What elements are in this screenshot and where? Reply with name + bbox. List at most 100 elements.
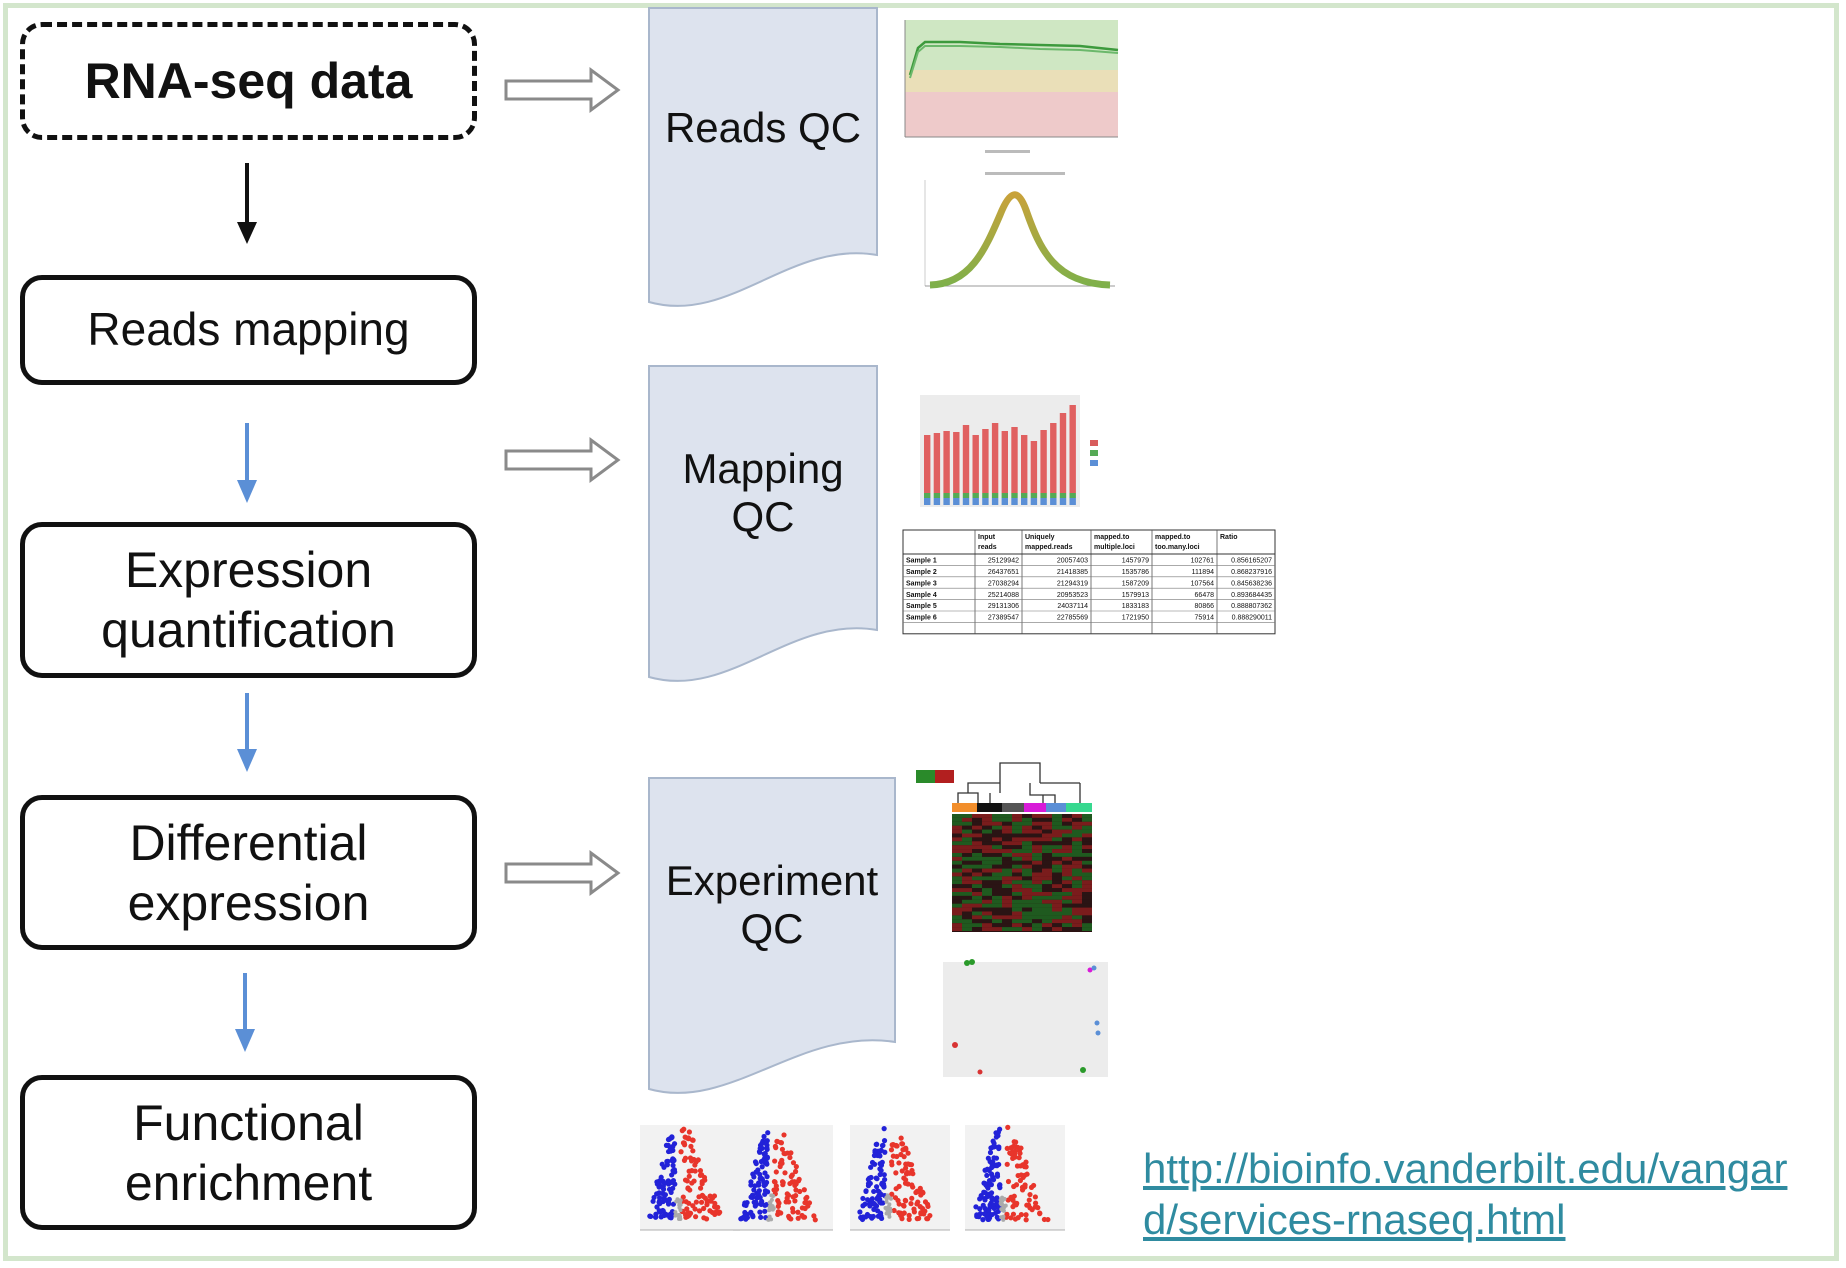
heatmap-cell bbox=[952, 923, 962, 928]
heatmap-cell bbox=[1032, 864, 1042, 869]
heatmap-cell bbox=[1032, 919, 1042, 924]
volcano-point bbox=[670, 1185, 676, 1191]
arrow-down-2 bbox=[237, 423, 257, 503]
heatmap-cell bbox=[1012, 814, 1022, 818]
heatmap-cell bbox=[962, 899, 972, 904]
volcano-point bbox=[762, 1188, 769, 1194]
table-cell: 25214088 bbox=[988, 592, 1019, 599]
heatmap-cell bbox=[1062, 856, 1072, 861]
heatmap-cell bbox=[1052, 829, 1062, 834]
volcano-point bbox=[664, 1158, 670, 1165]
heatmap-cell bbox=[1042, 888, 1052, 892]
heatmap-cell bbox=[1052, 911, 1062, 916]
volcano-point bbox=[757, 1209, 763, 1215]
heatmap-cell bbox=[1012, 899, 1022, 904]
volcano-point bbox=[878, 1215, 885, 1222]
heatmap-cell bbox=[1012, 880, 1022, 885]
heatmap-cell bbox=[1022, 853, 1032, 857]
volcano-point bbox=[924, 1201, 931, 1207]
heatmap-cell bbox=[1002, 856, 1012, 861]
heatmap-cell bbox=[1032, 814, 1042, 818]
table-cell: 102761 bbox=[1191, 558, 1214, 565]
bar bbox=[962, 498, 970, 505]
heatmap-cell bbox=[1002, 817, 1012, 822]
heatmap-cell bbox=[962, 841, 972, 846]
heatmap-cell bbox=[1052, 849, 1062, 853]
heatmap-cell bbox=[1032, 817, 1042, 822]
volcano-point bbox=[686, 1200, 692, 1206]
heatmap-cell bbox=[1032, 872, 1042, 877]
heatmap-cell bbox=[1032, 837, 1042, 842]
heatmap-cell bbox=[982, 837, 992, 842]
volcano-point bbox=[769, 1217, 774, 1222]
heatmap-cell bbox=[962, 825, 972, 830]
volcano-point bbox=[799, 1212, 805, 1219]
heatmap-cell bbox=[982, 814, 992, 818]
heatmap-cell bbox=[1082, 837, 1092, 842]
heatmap-cell bbox=[1082, 868, 1092, 873]
bar bbox=[1069, 405, 1076, 493]
heatmap-cell bbox=[1012, 892, 1022, 896]
heatmap-cell bbox=[1032, 895, 1042, 900]
table-cell: 80866 bbox=[1195, 603, 1215, 610]
heatmap-cell bbox=[972, 864, 982, 869]
heatmap-cell bbox=[1072, 919, 1082, 924]
heatmap-cell bbox=[962, 853, 972, 857]
heatmap-cell bbox=[1052, 884, 1062, 889]
volcano-point bbox=[763, 1201, 770, 1208]
volcano-point bbox=[1011, 1183, 1017, 1190]
heatmap-cell bbox=[982, 903, 992, 908]
table-header: reads bbox=[978, 544, 997, 551]
volcano-point bbox=[914, 1188, 920, 1194]
heatmap-cell bbox=[982, 915, 992, 920]
heatmap-cell bbox=[972, 907, 982, 912]
volcano-point bbox=[877, 1171, 883, 1178]
heatmap-cell bbox=[1012, 888, 1022, 892]
heatmap-cell bbox=[1072, 853, 1082, 857]
vanderbilt-services-link[interactable]: http://bioinfo.vanderbilt.edu/vangar d/s… bbox=[1143, 1143, 1833, 1245]
bar bbox=[953, 432, 960, 493]
volcano-point bbox=[806, 1200, 813, 1206]
volcano-point bbox=[984, 1172, 990, 1179]
heatmap-cell bbox=[982, 919, 992, 924]
volcano-point bbox=[686, 1173, 692, 1179]
step-functional-enrichment-line-2: enrichment bbox=[124, 1154, 373, 1211]
heatmap-cell bbox=[1002, 880, 1012, 885]
volcano-point bbox=[991, 1140, 997, 1146]
volcano-point bbox=[886, 1194, 891, 1199]
table-cell: 27038294 bbox=[988, 580, 1019, 587]
volcano-point bbox=[1001, 1214, 1006, 1219]
mapping-stats-table: Input reads Uniquely mapped.reads mapped.to m… bbox=[902, 529, 1276, 635]
heatmap-cell bbox=[982, 911, 992, 916]
heatmap-cell bbox=[1032, 876, 1042, 881]
arrow-down-3 bbox=[237, 693, 257, 772]
volcano-point bbox=[670, 1201, 677, 1207]
volcano-point bbox=[672, 1169, 678, 1175]
volcano-point bbox=[788, 1150, 794, 1156]
bar bbox=[1050, 423, 1057, 493]
heatmap-cell bbox=[1012, 884, 1022, 889]
heatmap-cell bbox=[1082, 845, 1092, 850]
heatmap-cell bbox=[992, 872, 1002, 877]
volcano-point bbox=[1032, 1200, 1039, 1206]
heatmap-cell bbox=[1042, 833, 1052, 838]
heatmap-cell bbox=[1022, 892, 1032, 896]
heatmap-cell bbox=[1072, 892, 1082, 896]
step-reads-mapping: Reads mapping bbox=[20, 275, 477, 385]
volcano-point bbox=[759, 1164, 765, 1170]
volcano-point bbox=[765, 1130, 771, 1136]
heatmap-cell bbox=[1002, 872, 1012, 877]
heatmap-cell bbox=[972, 821, 982, 826]
heatmap-cell bbox=[1022, 817, 1032, 822]
heatmap-cell bbox=[1032, 849, 1042, 853]
heatmap-cell bbox=[1012, 849, 1022, 853]
heatmap-cell bbox=[1052, 903, 1062, 908]
heatmap-cell bbox=[952, 899, 962, 904]
thumbnail-gc-content bbox=[908, 168, 1118, 308]
heatmap-cell bbox=[962, 876, 972, 881]
volcano-point bbox=[651, 1194, 657, 1201]
heatmap-cell bbox=[1052, 841, 1062, 846]
volcano-point bbox=[877, 1148, 883, 1154]
volcano-point bbox=[658, 1214, 664, 1220]
volcano-point bbox=[1031, 1182, 1037, 1189]
